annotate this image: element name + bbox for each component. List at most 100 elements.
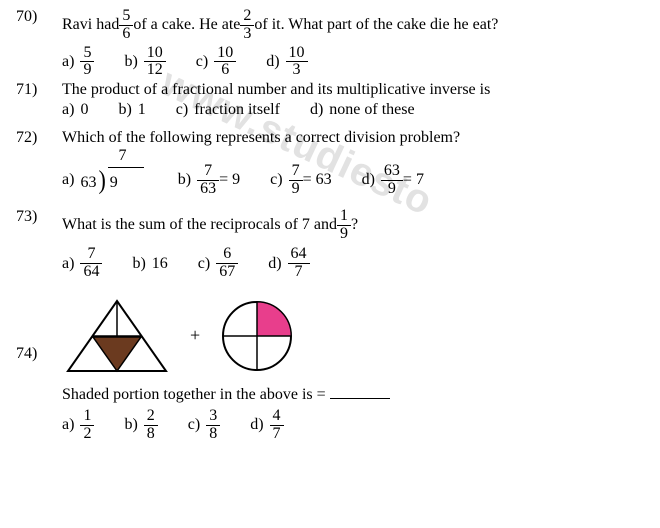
option-d: d) 639 = 7 <box>362 163 424 198</box>
denominator: 6 <box>119 26 133 43</box>
option-label: b) <box>124 53 137 71</box>
option-d: d) 47 <box>250 408 283 443</box>
numerator: 10 <box>286 45 308 63</box>
question-body: + Shaded portion together in the above i… <box>62 297 644 443</box>
option-label: a) <box>62 171 74 189</box>
denominator: 8 <box>206 426 220 443</box>
numerator: 5 <box>80 45 94 63</box>
option-after: = 9 <box>219 171 240 189</box>
option-b: b) 1012 <box>124 45 165 80</box>
numerator: 3 <box>206 408 220 426</box>
question-73: 73) What is the sum of the reciprocals o… <box>16 208 644 281</box>
option-label: a) <box>62 101 74 119</box>
option-text: 16 <box>152 255 168 273</box>
numerator: 4 <box>270 408 284 426</box>
fraction: 79 <box>289 163 303 198</box>
numerator: 7 <box>289 163 303 181</box>
option-label: c) <box>270 171 282 189</box>
option-d: d) 103 <box>266 45 307 80</box>
option-b: b) 1 <box>118 101 145 119</box>
option-label: c) <box>188 416 200 434</box>
denominator: 9 <box>289 181 303 198</box>
option-c: c) 106 <box>196 45 236 80</box>
numerator: 2 <box>240 8 254 26</box>
stem-text: ? <box>351 216 358 234</box>
stem-text: of a cake. He ate <box>133 16 240 34</box>
denominator: 64 <box>80 264 102 281</box>
fraction: 2 3 <box>240 8 254 43</box>
option-a: a) 7 63)9 <box>62 163 118 198</box>
stem-text: The product of a fractional number and i… <box>62 81 490 98</box>
option-b: b) 763 = 9 <box>178 163 240 198</box>
denominator: 67 <box>216 264 238 281</box>
option-label: b) <box>124 416 137 434</box>
option-label: b) <box>178 171 191 189</box>
option-d: d) 647 <box>268 246 309 281</box>
circle-shape-icon <box>218 297 296 375</box>
option-label: d) <box>266 53 279 71</box>
question-number: 70) <box>16 8 62 26</box>
option-c: c) 38 <box>188 408 220 443</box>
denominator: 3 <box>286 62 308 79</box>
option-after: = 7 <box>403 171 424 189</box>
question-body: What is the sum of the reciprocals of 7 … <box>62 208 644 281</box>
fraction: 103 <box>286 45 308 80</box>
stem-text: What is the sum of the reciprocals of 7 … <box>62 216 337 234</box>
question-body: Ravi had 5 6 of a cake. He ate 2 3 of it… <box>62 8 644 79</box>
denominator: 7 <box>270 426 284 443</box>
numerator: 2 <box>144 408 158 426</box>
fraction: 38 <box>206 408 220 443</box>
stem-text: Shaded portion together in the above is … <box>62 386 330 403</box>
fraction: 59 <box>80 45 94 80</box>
denominator: 7 <box>288 264 310 281</box>
question-74: 74) + Shaded portion together in t <box>16 297 644 443</box>
question-72: 72) Which of the following represents a … <box>16 129 644 198</box>
numerator: 1 <box>337 208 351 226</box>
option-c: c)fraction itself <box>176 101 280 119</box>
numerator: 64 <box>288 246 310 264</box>
fraction: 5 6 <box>119 8 133 43</box>
option-text: 0 <box>80 101 88 119</box>
question-number: 73) <box>16 208 62 226</box>
plus-sign: + <box>190 325 200 346</box>
option-label: d) <box>268 255 281 273</box>
option-d: d)none of these <box>310 101 415 119</box>
option-label: c) <box>196 53 208 71</box>
numerator: 5 <box>119 8 133 26</box>
stem-text: Which of the following represents a corr… <box>62 129 460 146</box>
option-label: d) <box>250 416 263 434</box>
options: a) 7 63)9 b) 763 = 9 c) 79 = 63 <box>62 163 644 198</box>
shape-row: + <box>62 297 296 375</box>
options: a)12 b)28 c)38 d)47 <box>62 408 644 443</box>
fraction: 763 <box>197 163 219 198</box>
option-c: c) 79 = 63 <box>270 163 331 198</box>
numerator: 63 <box>381 163 403 181</box>
question-body: Which of the following represents a corr… <box>62 129 644 198</box>
option-text: 1 <box>138 101 146 119</box>
worksheet: 70) Ravi had 5 6 of a cake. He ate 2 3 o… <box>16 8 644 443</box>
denominator: 9 <box>80 62 94 79</box>
option-a: a) 59 <box>62 45 94 80</box>
denominator: 63 <box>197 181 219 198</box>
option-label: a) <box>62 53 74 71</box>
fraction: 47 <box>270 408 284 443</box>
option-label: c) <box>176 101 188 119</box>
denominator: 9 <box>337 226 351 243</box>
numerator: 1 <box>80 408 94 426</box>
denominator: 12 <box>144 62 166 79</box>
fraction: 19 <box>337 208 351 243</box>
fraction: 647 <box>288 246 310 281</box>
option-a: a)764 <box>62 246 102 281</box>
numerator: 10 <box>144 45 166 63</box>
fraction: 764 <box>80 246 102 281</box>
denominator: 8 <box>144 426 158 443</box>
stem-text: of it. What part of the cake die he eat? <box>254 16 498 34</box>
quotient: 7 <box>118 147 126 165</box>
long-division: 7 63)9 <box>80 167 117 193</box>
option-label: b) <box>132 255 145 273</box>
option-label: b) <box>118 101 131 119</box>
option-b: b) 28 <box>124 408 157 443</box>
fraction: 12 <box>80 408 94 443</box>
denominator: 9 <box>381 181 403 198</box>
fraction: 639 <box>381 163 403 198</box>
